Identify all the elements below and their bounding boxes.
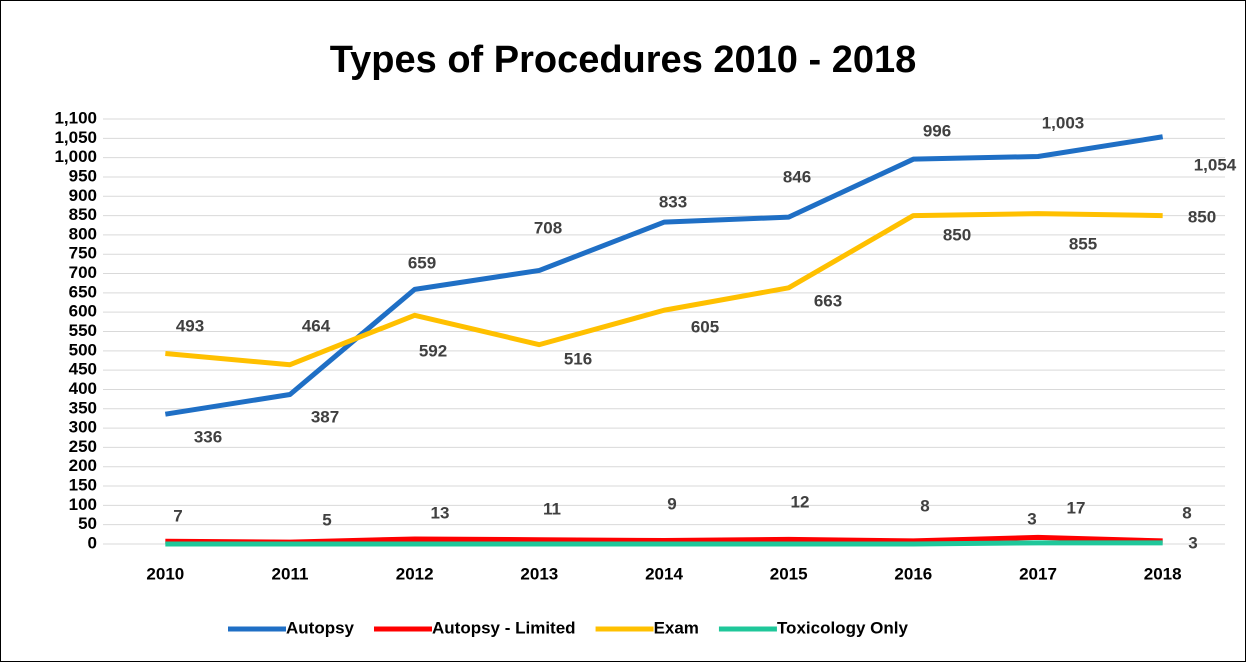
data-label: 1,054	[1194, 155, 1237, 174]
data-label: 387	[311, 407, 339, 426]
data-label: 336	[194, 427, 222, 446]
data-label: 659	[408, 253, 436, 272]
data-label: 516	[564, 349, 592, 368]
legend-label: Autopsy	[286, 618, 355, 637]
legend-label: Autopsy - Limited	[432, 618, 576, 637]
data-label: 708	[534, 218, 562, 237]
data-label: 855	[1069, 234, 1097, 253]
series-line	[165, 534, 1163, 545]
x-tick-label: 2010	[146, 564, 184, 583]
data-label: 493	[176, 316, 204, 335]
y-tick-label: 300	[69, 418, 97, 437]
data-label: 12	[791, 492, 810, 511]
y-tick-label: 600	[69, 302, 97, 321]
y-tick-label: 1,050	[54, 128, 97, 147]
series-line	[165, 211, 1163, 368]
data-label: 846	[783, 167, 811, 186]
series-line	[165, 540, 1163, 547]
y-tick-label: 500	[69, 340, 97, 359]
x-tick-label: 2013	[520, 564, 558, 583]
y-tick-label: 850	[69, 205, 97, 224]
data-label: 850	[943, 225, 971, 244]
y-tick-label: 750	[69, 244, 97, 263]
data-label: 850	[1188, 207, 1216, 226]
y-tick-label: 650	[69, 282, 97, 301]
y-tick-label: 50	[78, 514, 97, 533]
x-tick-label: 2018	[1144, 564, 1182, 583]
y-tick-label: 950	[69, 166, 97, 185]
data-label: 8	[1182, 503, 1191, 522]
y-tick-label: 150	[69, 476, 97, 495]
y-tick-label: 700	[69, 263, 97, 282]
data-label: 996	[923, 121, 951, 140]
x-tick-label: 2017	[1019, 564, 1057, 583]
y-tick-label: 250	[69, 437, 97, 456]
y-tick-label: 0	[88, 533, 97, 552]
y-tick-label: 900	[69, 186, 97, 205]
data-label: 3	[1188, 533, 1197, 552]
data-label: 605	[691, 317, 719, 336]
x-tick-label: 2016	[894, 564, 932, 583]
x-tick-label: 2012	[396, 564, 434, 583]
x-tick-label: 2014	[645, 564, 683, 583]
x-tick-label: 2011	[272, 564, 309, 583]
y-tick-label: 100	[69, 495, 97, 514]
y-tick-label: 1,100	[54, 108, 97, 127]
data-label: 13	[431, 503, 450, 522]
data-label: 5	[322, 510, 331, 529]
data-label: 592	[419, 341, 447, 360]
legend-label: Toxicology Only	[777, 618, 909, 637]
data-label: 11	[543, 499, 561, 518]
y-tick-label: 350	[69, 398, 97, 417]
data-label: 833	[659, 192, 687, 211]
data-label: 464	[302, 316, 331, 335]
data-label: 7	[173, 506, 182, 525]
legend-label: Exam	[654, 618, 699, 637]
y-tick-label: 550	[69, 321, 97, 340]
x-tick-label: 2015	[770, 564, 808, 583]
data-label: 9	[667, 494, 676, 513]
data-label: 17	[1067, 498, 1086, 517]
series-line	[164, 134, 1164, 417]
y-tick-label: 450	[69, 360, 97, 379]
y-tick-label: 1,000	[54, 147, 97, 166]
chart-title: Types of Procedures 2010 - 2018	[330, 39, 916, 81]
y-tick-label: 200	[69, 456, 97, 475]
data-label: 1,003	[1042, 113, 1085, 132]
y-tick-label: 400	[69, 379, 97, 398]
data-label: 663	[814, 291, 842, 310]
data-label: 3	[1027, 509, 1036, 528]
y-tick-label: 800	[69, 224, 97, 243]
data-label: 8	[920, 496, 929, 515]
